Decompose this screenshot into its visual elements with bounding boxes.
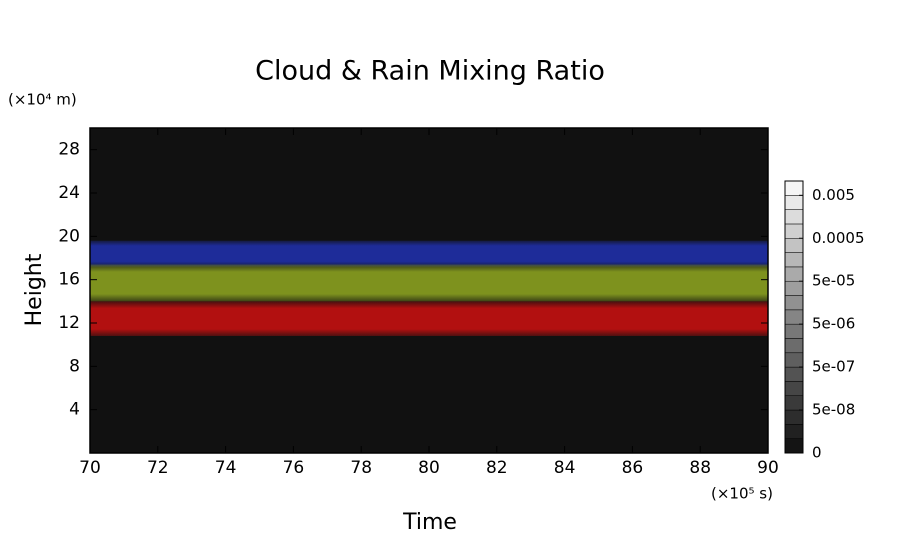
colorbar-cell	[784, 338, 804, 354]
y-tick-label: 20	[58, 226, 80, 246]
colorbar-cell	[784, 409, 804, 425]
y-axis-title: Height	[22, 253, 47, 326]
colorbar-cell	[784, 223, 804, 239]
colorbar-cell	[784, 395, 804, 411]
x-tick-label: 76	[283, 458, 305, 478]
colorbar-frame	[784, 180, 804, 454]
colorbar-cell	[784, 195, 804, 210]
colorbar-cell	[784, 366, 804, 382]
x-unit: (×10⁵ s)	[711, 485, 773, 503]
colorbar-label: 5e-07	[812, 358, 855, 376]
x-tick-label: 90	[757, 458, 779, 478]
heat-band	[90, 301, 768, 336]
colorbar-cell	[784, 266, 804, 282]
y-unit: (×10⁴ m)	[8, 91, 77, 109]
chart-title: Cloud & Rain Mixing Ratio	[255, 56, 605, 87]
colorbar-cell	[784, 238, 804, 253]
colorbar-cell	[784, 252, 804, 268]
colorbar-label: 0.005	[812, 186, 855, 204]
y-tick-label: 8	[69, 356, 80, 376]
colorbar-cell	[784, 280, 804, 296]
y-tick-label: 4	[69, 400, 80, 420]
colorbar-label: 0	[812, 444, 822, 462]
x-tick-label: 70	[79, 458, 101, 478]
colorbar-cell	[784, 424, 804, 439]
x-tick-label: 78	[350, 458, 372, 478]
heat-band	[90, 264, 768, 302]
x-axis-title: Time	[402, 510, 457, 535]
x-tick-label: 84	[554, 458, 576, 478]
colorbar-cell	[784, 381, 804, 396]
x-tick-label: 82	[486, 458, 508, 478]
colorbar-cell	[784, 209, 804, 225]
y-tick-label: 24	[58, 183, 80, 203]
colorbar-cell	[784, 438, 804, 454]
colorbar-label: 5e-05	[812, 272, 855, 290]
colorbar-cell	[784, 352, 804, 368]
y-tick-label: 16	[58, 270, 80, 290]
x-tick-label: 88	[689, 458, 711, 478]
x-tick-label: 74	[215, 458, 237, 478]
x-tick-label: 72	[147, 458, 169, 478]
y-tick-label: 12	[58, 313, 80, 333]
colorbar-cell	[784, 309, 804, 325]
heat-band	[90, 240, 768, 267]
y-tick-label: 28	[58, 140, 80, 160]
colorbar-label: 5e-06	[812, 315, 855, 333]
colorbar-label: 5e-08	[812, 401, 855, 419]
x-tick-label: 80	[418, 458, 440, 478]
x-tick-label: 86	[622, 458, 644, 478]
colorbar-cell	[784, 295, 804, 311]
colorbar-cell	[784, 180, 804, 196]
colorbar-cell	[784, 323, 804, 339]
colorbar-label: 0.0005	[812, 229, 865, 247]
